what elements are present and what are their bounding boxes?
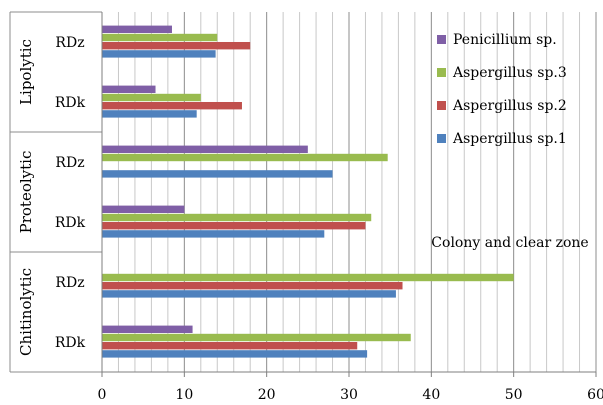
bar — [102, 282, 403, 290]
x-tick-label: 0 — [98, 387, 107, 403]
group-label: Proteolytic — [17, 151, 35, 234]
legend-item: Aspergillus sp.3 — [437, 65, 567, 81]
category-label: RDk — [55, 95, 86, 111]
category-label: RDz — [55, 275, 84, 291]
legend-label: Penicillium sp. — [453, 32, 557, 48]
legend-swatch — [437, 101, 446, 110]
group-label: Chitinolytic — [17, 268, 35, 356]
bar — [102, 342, 358, 350]
category-label: RDk — [55, 335, 86, 351]
bar — [102, 93, 201, 102]
bar — [102, 33, 218, 42]
annotation: Colony and clear zone — [431, 235, 588, 251]
bar — [102, 42, 251, 50]
bar — [102, 273, 514, 282]
bar — [102, 85, 156, 93]
bar — [102, 110, 197, 118]
x-tick-label: 30 — [340, 387, 358, 403]
legend: Penicillium sp. Aspergillus sp.3 Aspergill… — [437, 32, 567, 147]
bar — [102, 222, 366, 230]
category-label: RDk — [55, 215, 86, 231]
bar — [102, 290, 396, 298]
legend-item: Aspergillus sp.1 — [437, 131, 567, 147]
bar — [102, 325, 193, 333]
category-label: RDz — [55, 35, 84, 51]
legend-swatch — [437, 35, 446, 44]
x-tick-label: 60 — [587, 387, 603, 403]
legend-label: Aspergillus sp.2 — [452, 98, 567, 114]
category-label: RDz — [55, 155, 84, 171]
legend-swatch — [437, 68, 446, 77]
bar — [102, 170, 333, 178]
bar — [102, 50, 216, 58]
bar — [102, 230, 325, 238]
x-tick-label: 20 — [258, 387, 276, 403]
bar — [102, 25, 172, 33]
x-tick-label: 50 — [505, 387, 523, 403]
legend-label: Aspergillus sp.1 — [452, 131, 567, 147]
bar — [102, 213, 372, 222]
bar — [102, 102, 242, 110]
bar — [102, 350, 368, 358]
bar — [102, 333, 411, 342]
legend-label: Aspergillus sp.3 — [452, 65, 567, 81]
group-label: Lipolytic — [17, 39, 35, 105]
legend-item: Penicillium sp. — [437, 32, 557, 48]
x-tick-label: 10 — [175, 387, 193, 403]
x-tick-label: 40 — [422, 387, 440, 403]
bar — [102, 145, 308, 153]
bar — [102, 205, 185, 213]
legend-item: Aspergillus sp.2 — [437, 98, 567, 114]
bar — [102, 153, 388, 162]
legend-swatch — [437, 134, 446, 143]
